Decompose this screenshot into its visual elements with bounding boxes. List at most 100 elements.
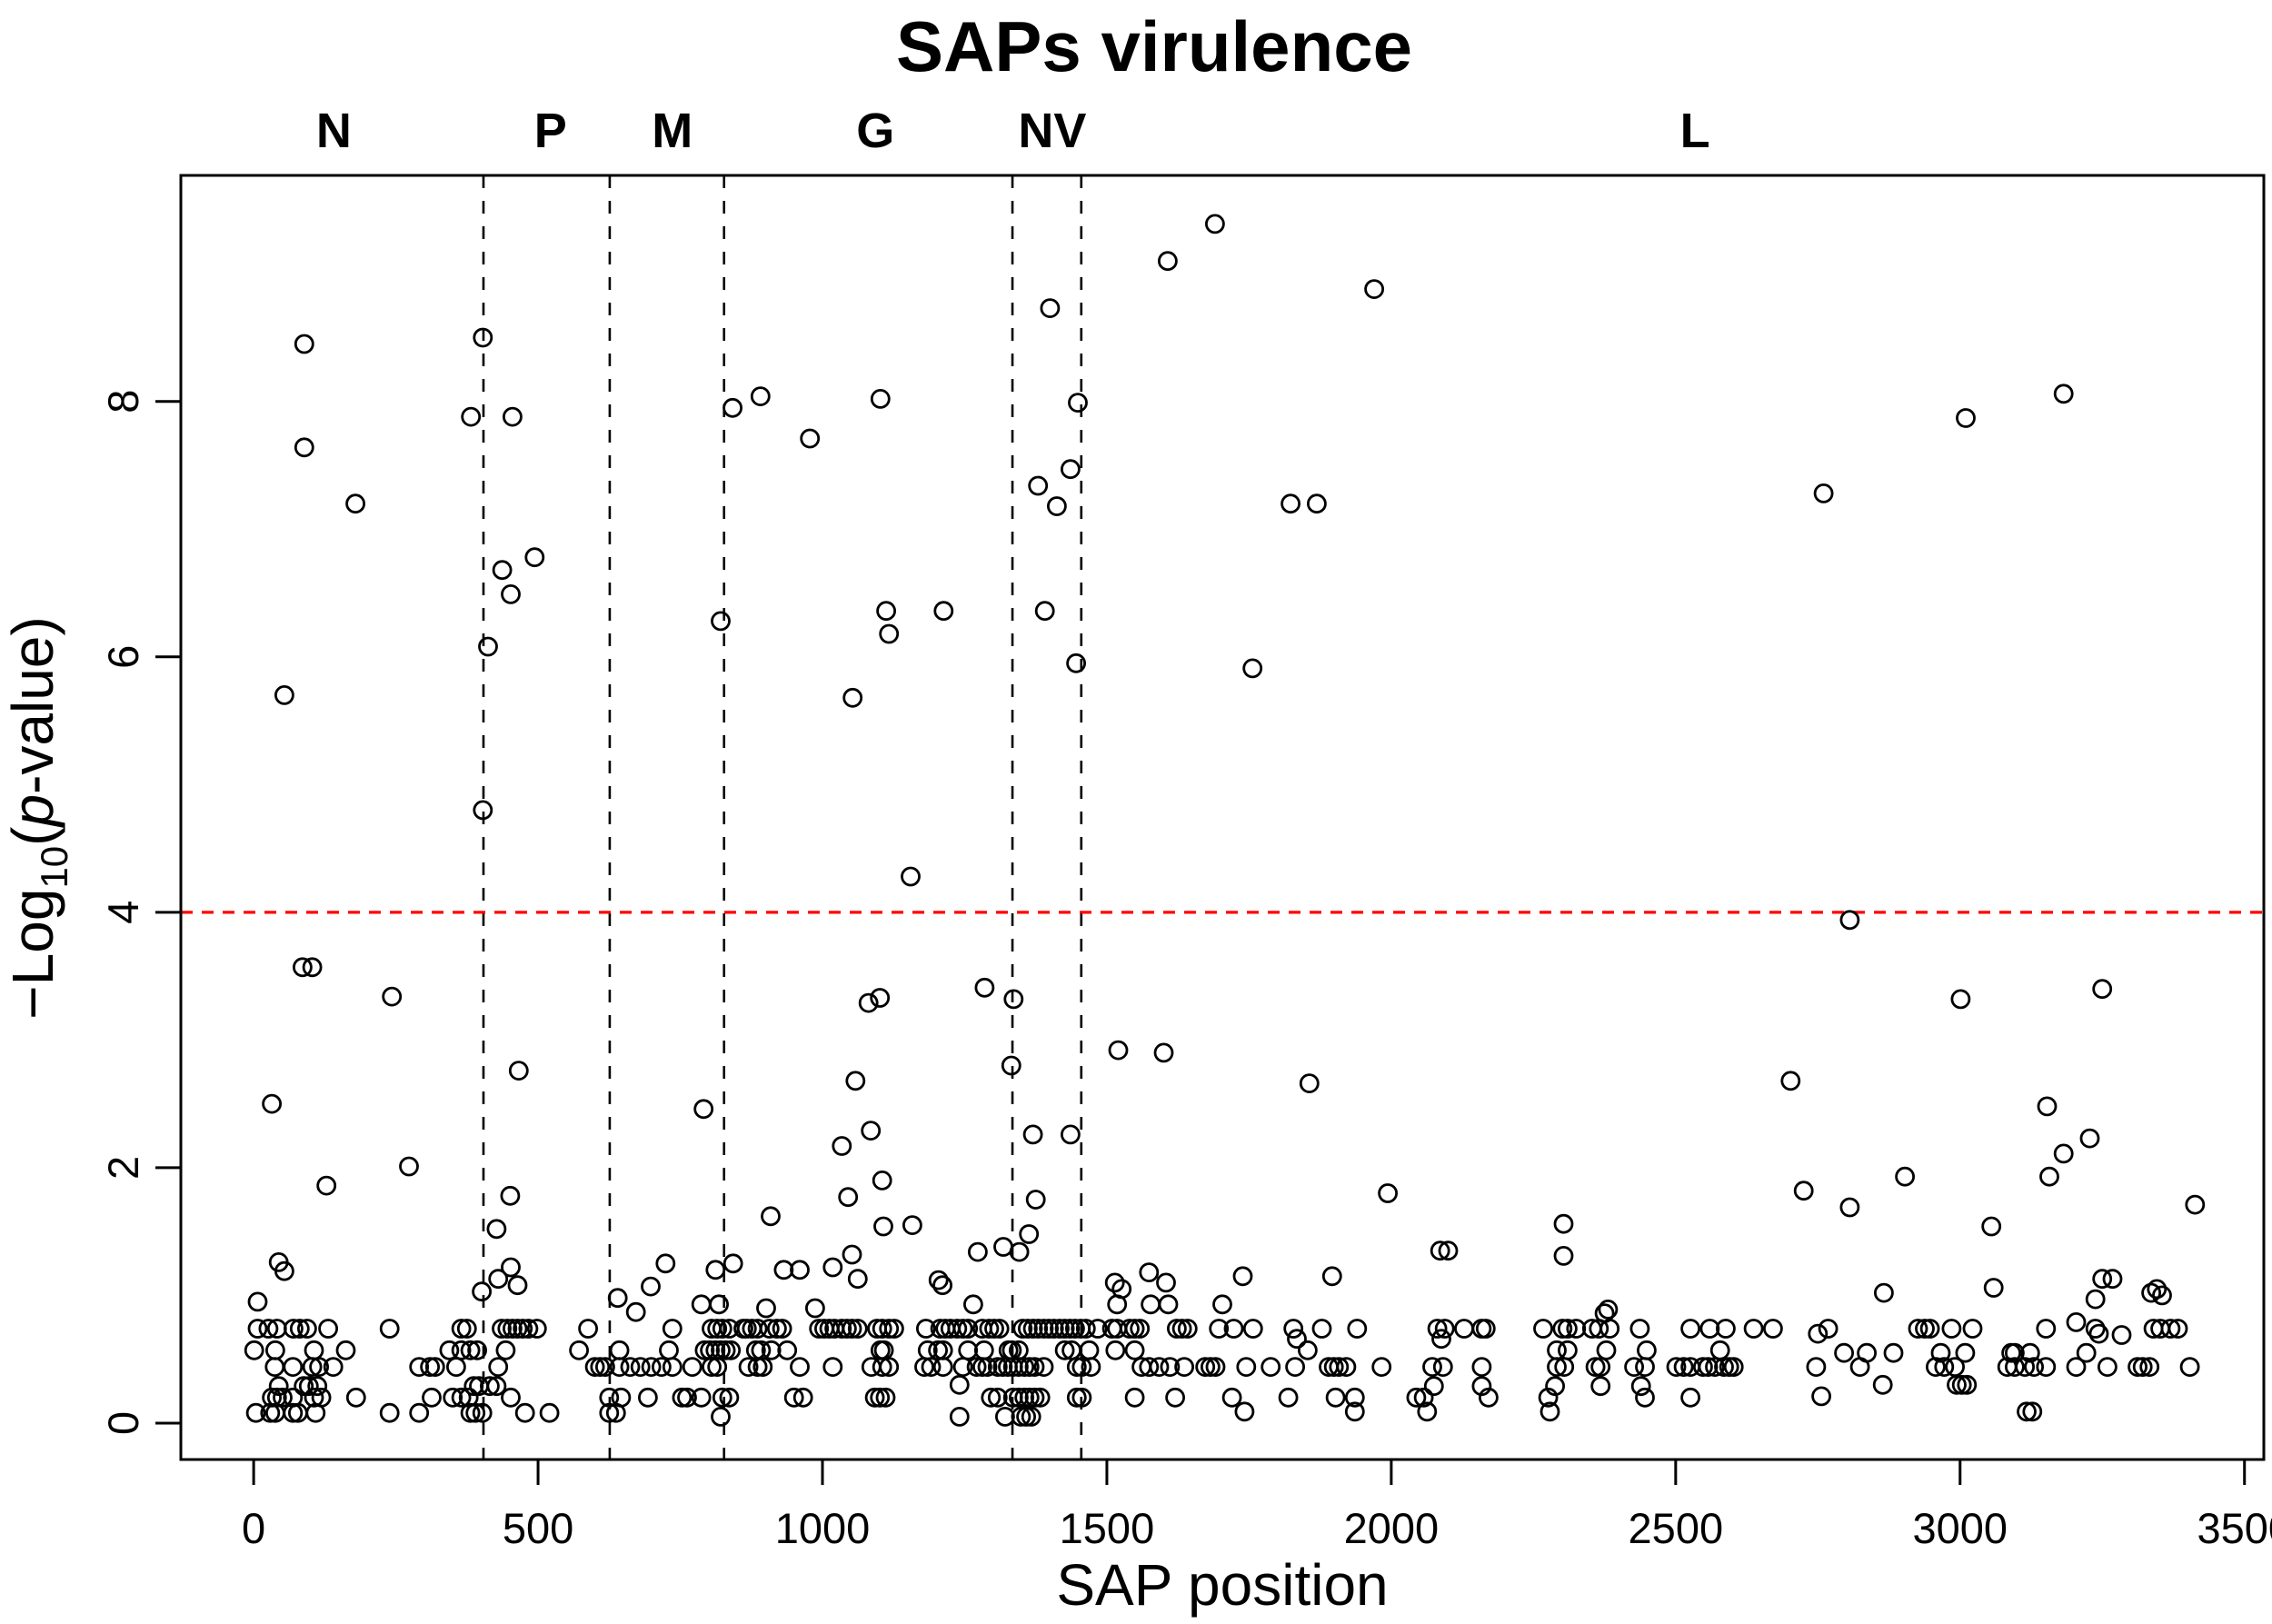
data-point xyxy=(1430,1240,1450,1261)
data-point xyxy=(1538,1387,1559,1408)
data-point xyxy=(1234,1401,1255,1422)
data-point xyxy=(805,1298,825,1319)
data-point xyxy=(2017,1401,2037,1422)
data-point xyxy=(1047,496,1067,516)
data-point xyxy=(662,1319,683,1339)
data-point xyxy=(1014,1357,1035,1377)
data-point xyxy=(2015,1357,2036,1377)
y-tick-label: 0 xyxy=(99,1411,147,1435)
data-point xyxy=(947,1319,968,1339)
data-point xyxy=(1011,1407,1031,1427)
data-point xyxy=(323,1357,344,1377)
data-point xyxy=(747,1319,768,1339)
data-point xyxy=(1422,1357,1442,1377)
data-point xyxy=(1156,1272,1176,1293)
data-point xyxy=(662,1357,683,1377)
data-point xyxy=(1054,1319,1075,1339)
data-point xyxy=(1311,1319,1332,1339)
data-point xyxy=(2092,1269,2113,1290)
data-point xyxy=(1130,1319,1151,1339)
data-point xyxy=(1780,1071,1801,1091)
data-point xyxy=(508,1061,529,1081)
data-point xyxy=(1723,1357,1744,1377)
data-points xyxy=(244,214,2206,1427)
data-point xyxy=(641,1276,661,1297)
data-point xyxy=(1104,1272,1125,1293)
data-point xyxy=(1167,1319,1187,1339)
data-point xyxy=(1554,1357,1575,1377)
x-axis-label: SAP position xyxy=(1056,1552,1388,1618)
data-point xyxy=(480,1376,500,1397)
data-point xyxy=(625,1301,646,1322)
data-point xyxy=(1050,1319,1070,1339)
data-point xyxy=(1566,1319,1587,1339)
data-point xyxy=(1406,1387,1427,1408)
data-point xyxy=(693,1099,714,1120)
data-point xyxy=(1060,1319,1081,1339)
y-axis-label-p: p xyxy=(0,794,65,829)
data-point xyxy=(497,1319,518,1339)
data-point xyxy=(1630,1376,1651,1397)
data-point xyxy=(1298,1340,1318,1360)
data-point xyxy=(721,1340,742,1360)
data-point xyxy=(2102,1269,2123,1290)
data-point xyxy=(292,957,313,978)
data-point xyxy=(933,601,954,622)
data-point xyxy=(2066,1312,2087,1332)
data-point xyxy=(2039,1166,2059,1187)
data-point xyxy=(1553,1246,1574,1266)
data-point xyxy=(958,1340,979,1360)
data-point xyxy=(488,1357,509,1377)
data-point xyxy=(1423,1376,1444,1397)
data-point xyxy=(987,1387,1008,1408)
data-point xyxy=(977,1357,998,1377)
data-point xyxy=(283,1319,304,1339)
data-point xyxy=(973,1340,994,1360)
data-point xyxy=(274,1260,294,1281)
data-point xyxy=(1699,1319,1720,1339)
data-point xyxy=(609,1357,630,1377)
data-point xyxy=(845,1071,866,1091)
data-point xyxy=(761,1340,782,1360)
data-point xyxy=(1018,1319,1038,1339)
data-point xyxy=(1908,1319,1928,1339)
data-point xyxy=(335,1340,356,1360)
data-point xyxy=(1540,1401,1560,1422)
data-point xyxy=(677,1387,697,1408)
x-tick-label: 2000 xyxy=(1344,1504,1440,1552)
data-point xyxy=(702,1357,722,1377)
data-point xyxy=(578,1319,598,1339)
data-point xyxy=(1983,1278,2004,1298)
x-tick-label: 0 xyxy=(242,1504,265,1552)
data-point xyxy=(304,1340,324,1360)
data-point xyxy=(1635,1357,1655,1377)
data-point xyxy=(777,1340,798,1360)
data-point xyxy=(1589,1319,1609,1339)
data-point xyxy=(2085,1319,2106,1339)
data-point xyxy=(987,1357,1008,1377)
data-point xyxy=(420,1357,441,1377)
data-point xyxy=(460,1402,481,1423)
data-point xyxy=(2079,1128,2100,1149)
data-point xyxy=(445,1357,466,1377)
data-point xyxy=(294,1376,314,1397)
data-point xyxy=(1941,1319,1962,1339)
data-point xyxy=(439,1340,460,1360)
data-point xyxy=(870,988,891,1008)
data-point xyxy=(1806,1357,1827,1377)
data-point xyxy=(247,1319,268,1339)
data-point xyxy=(858,992,879,1013)
data-point xyxy=(2185,1194,2206,1215)
data-point xyxy=(1066,1387,1087,1408)
data-point xyxy=(486,1376,507,1397)
data-point xyxy=(1919,1319,1940,1339)
data-point xyxy=(451,1319,472,1339)
data-point xyxy=(305,1402,326,1423)
data-point xyxy=(2037,1096,2058,1117)
data-point xyxy=(409,1357,430,1377)
data-point xyxy=(1205,214,1225,234)
data-point xyxy=(928,1270,949,1290)
data-point xyxy=(1014,1387,1035,1408)
data-point xyxy=(921,1357,942,1377)
